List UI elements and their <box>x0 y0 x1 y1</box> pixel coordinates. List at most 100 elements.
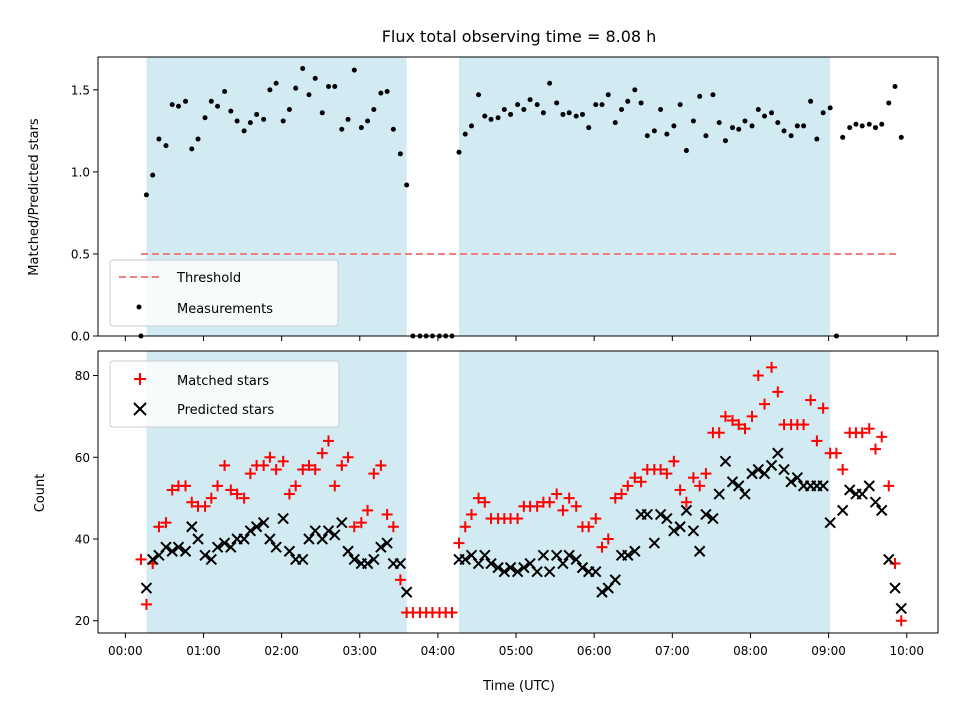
matched-star-point <box>830 447 842 459</box>
predicted-star-point <box>668 525 680 537</box>
measurement-point <box>840 134 846 140</box>
measurement-point <box>527 97 533 103</box>
matched-stars-legend-swatch <box>134 373 146 385</box>
matched-stars-series <box>135 361 907 627</box>
bottom-panel-y-axis-label: Count <box>33 474 48 513</box>
measurement-point <box>534 102 540 108</box>
predicted-star-point <box>778 463 790 476</box>
measurement-point <box>619 107 625 113</box>
measurement-point <box>280 118 286 124</box>
measurement-point <box>651 128 657 134</box>
matched-star-point <box>225 484 237 496</box>
matched-star-point <box>264 451 276 463</box>
measurement-point <box>612 120 618 126</box>
y-tick-label: 1.5 <box>71 83 90 97</box>
measurement-point <box>508 111 514 117</box>
bottom-legend-box <box>109 360 340 428</box>
top-panel-observing-windows <box>146 57 831 336</box>
measurement-point <box>247 120 253 126</box>
measurement-point <box>351 67 357 73</box>
matched-star-point <box>375 459 387 471</box>
measurement-point <box>208 98 214 104</box>
top-panel-y-axis-label: Matched/Predicted stars <box>27 118 42 276</box>
matched-star-point <box>590 513 602 525</box>
measurement-point <box>312 75 318 81</box>
predicted-star-point <box>342 545 354 557</box>
predicted-star-point <box>765 459 778 472</box>
matched-star-point <box>680 496 692 508</box>
predicted-star-point <box>824 516 836 529</box>
matched-star-point <box>759 398 771 410</box>
matched-star-point <box>805 394 817 406</box>
predicted-star-point <box>244 525 257 537</box>
predicted-star-point <box>166 545 178 557</box>
matched-star-point <box>283 488 295 500</box>
matched-star-point <box>205 492 217 504</box>
measurement-point <box>150 172 156 178</box>
predicted-star-point <box>472 557 485 570</box>
predicted-star-point <box>713 488 725 500</box>
matched-star-point <box>135 553 147 565</box>
predicted-star-point <box>250 521 263 533</box>
x-tick-label: 07:00 <box>655 644 690 658</box>
y-tick-label: 80 <box>75 369 90 383</box>
matched-star-point <box>726 414 738 426</box>
y-tick-label: 1.0 <box>71 165 90 179</box>
measurement-point <box>189 146 195 152</box>
measurement-point <box>143 192 149 198</box>
predicted-star-point <box>707 512 719 525</box>
matched-star-point <box>616 488 628 500</box>
matched-star-point <box>563 492 575 504</box>
predicted-star-point <box>746 467 758 480</box>
measurement-point <box>540 110 546 116</box>
matched-star-point <box>479 496 491 508</box>
matched-star-point <box>733 419 745 431</box>
predicted-stars-series <box>140 447 907 615</box>
measurement-point <box>671 123 677 129</box>
x-tick-label: 08:00 <box>733 644 768 658</box>
matched-star-point <box>596 541 608 553</box>
measurement-point <box>710 92 716 98</box>
predicted-star-point <box>316 533 328 545</box>
measurement-point <box>306 92 312 98</box>
matched-star-point <box>557 504 569 516</box>
predicted-star-point <box>693 545 706 557</box>
predicted-star-point <box>297 553 309 566</box>
predicted-star-point <box>498 565 511 578</box>
measurement-point <box>319 110 325 116</box>
matched-star-point <box>309 464 321 476</box>
matched-star-point <box>342 451 354 463</box>
measurement-point <box>476 92 482 98</box>
measurements-series <box>138 65 904 339</box>
matched-star-point <box>622 480 634 492</box>
matched-star-point <box>348 521 360 533</box>
bottom-panel-legend: Matched stars Predicted stars <box>109 360 340 428</box>
measurement-point <box>847 125 853 131</box>
predicted-star-point <box>270 541 282 553</box>
matched-star-point <box>551 488 563 500</box>
matched-star-point <box>609 492 621 504</box>
measurement-point <box>462 131 468 137</box>
measurement-point <box>515 102 521 108</box>
measurement-point <box>175 103 181 109</box>
matched-star-point <box>869 443 881 455</box>
measurement-point <box>625 98 631 104</box>
predicted-star-point <box>329 529 341 541</box>
predicted-star-point <box>322 525 335 537</box>
predicted-star-point <box>817 480 829 492</box>
predicted-star-point <box>726 476 739 488</box>
x-tick-label: 04:00 <box>421 644 456 658</box>
matched-star-point <box>180 480 192 492</box>
matched-star-point <box>368 468 380 480</box>
x-tick-label: 01:00 <box>186 644 221 658</box>
predicted-star-point <box>179 545 192 557</box>
measurement-point <box>261 116 267 122</box>
predicted-star-point <box>719 455 732 468</box>
matched-star-point <box>668 455 680 467</box>
predicted-star-point <box>700 508 712 521</box>
matched-star-point <box>583 521 595 533</box>
measurement-point <box>202 115 208 121</box>
matched-star-point <box>323 435 335 447</box>
predicted-star-point <box>537 549 550 562</box>
